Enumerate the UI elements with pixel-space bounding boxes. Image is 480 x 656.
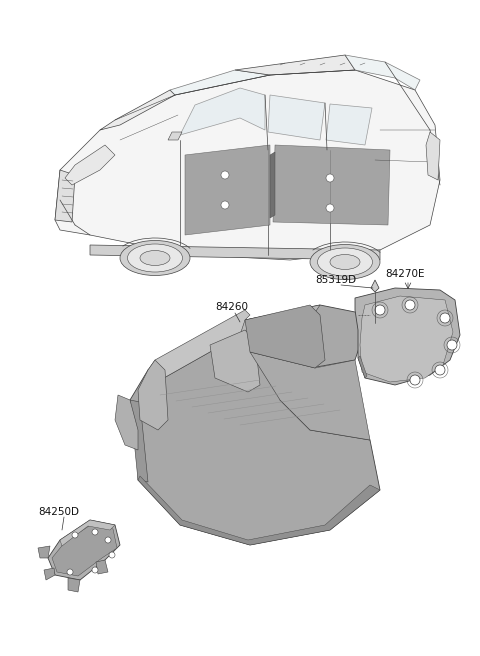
Circle shape: [326, 174, 334, 182]
Polygon shape: [44, 568, 55, 580]
Text: 84270E: 84270E: [385, 269, 424, 279]
Circle shape: [92, 567, 98, 573]
Polygon shape: [168, 132, 182, 140]
Ellipse shape: [317, 248, 372, 276]
Circle shape: [105, 537, 111, 543]
Polygon shape: [100, 90, 175, 130]
Polygon shape: [250, 352, 370, 440]
Circle shape: [375, 305, 385, 315]
Ellipse shape: [128, 244, 182, 272]
Polygon shape: [65, 145, 115, 185]
Circle shape: [221, 201, 229, 209]
Polygon shape: [60, 520, 115, 546]
Circle shape: [221, 171, 229, 179]
Polygon shape: [245, 305, 325, 368]
Polygon shape: [138, 476, 380, 545]
Polygon shape: [326, 104, 372, 145]
Polygon shape: [96, 560, 108, 574]
Polygon shape: [426, 132, 440, 180]
Text: 85319D: 85319D: [315, 275, 356, 285]
Polygon shape: [48, 520, 120, 580]
Ellipse shape: [120, 241, 190, 276]
Circle shape: [435, 365, 445, 375]
Polygon shape: [148, 310, 250, 383]
Circle shape: [326, 204, 334, 212]
Circle shape: [67, 569, 73, 575]
Polygon shape: [170, 70, 270, 95]
Circle shape: [405, 300, 415, 310]
Polygon shape: [130, 400, 148, 482]
Polygon shape: [270, 152, 275, 218]
Circle shape: [447, 340, 457, 350]
Polygon shape: [273, 145, 390, 225]
Polygon shape: [52, 524, 117, 576]
Polygon shape: [38, 546, 50, 558]
Ellipse shape: [330, 255, 360, 270]
Polygon shape: [345, 55, 420, 90]
Circle shape: [92, 529, 98, 535]
Polygon shape: [148, 305, 320, 383]
Polygon shape: [268, 95, 325, 140]
Polygon shape: [371, 280, 379, 292]
Polygon shape: [358, 356, 367, 378]
Polygon shape: [55, 70, 440, 260]
Polygon shape: [115, 395, 138, 450]
Text: 84260: 84260: [215, 302, 248, 312]
Text: 84250D: 84250D: [38, 507, 79, 517]
Polygon shape: [180, 88, 265, 135]
Polygon shape: [130, 305, 380, 545]
Polygon shape: [138, 360, 168, 430]
Polygon shape: [210, 330, 260, 392]
Circle shape: [109, 552, 115, 558]
Polygon shape: [90, 245, 380, 260]
Polygon shape: [355, 288, 460, 385]
Polygon shape: [360, 296, 453, 382]
Circle shape: [440, 313, 450, 323]
Ellipse shape: [140, 251, 170, 266]
Polygon shape: [55, 170, 75, 222]
Polygon shape: [235, 55, 355, 75]
Ellipse shape: [310, 245, 380, 279]
Polygon shape: [185, 145, 270, 235]
Circle shape: [410, 375, 420, 385]
Circle shape: [72, 532, 78, 538]
Polygon shape: [68, 578, 80, 592]
